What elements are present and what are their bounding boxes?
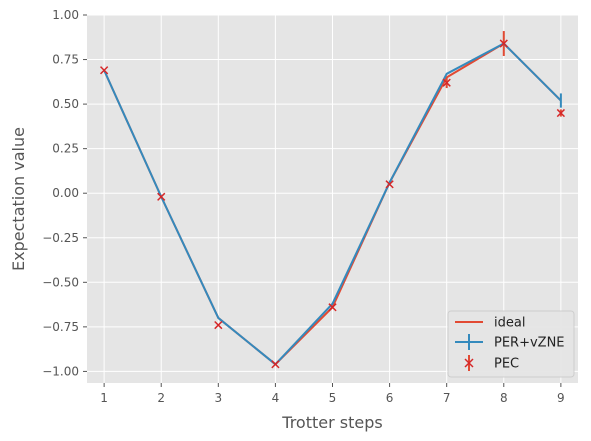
pec-marker — [99, 66, 109, 75]
y-tick-label: 0.75 — [52, 53, 79, 67]
legend-pec-marker — [464, 358, 474, 368]
x-tick-label: 9 — [557, 391, 565, 405]
legend-pec-label: PEC — [494, 357, 519, 372]
x-tick-label: 3 — [214, 391, 222, 405]
pec-marker — [157, 192, 166, 201]
x-tick-label: 1 — [100, 391, 108, 405]
pec-marker — [442, 78, 451, 87]
x-tick-label: 2 — [157, 391, 165, 405]
y-tick-label: 0.25 — [52, 142, 79, 156]
pec-marker — [271, 360, 280, 369]
y-tick-label: 0.00 — [52, 186, 79, 200]
legend-per-vzne-label: PER+vZNE — [494, 336, 565, 351]
legend: ideal PER+vZNE PEC — [447, 310, 575, 378]
per-vzne-line — [103, 42, 562, 366]
x-tick-label: 4 — [272, 391, 280, 405]
y-tick-label: 1.00 — [52, 8, 79, 22]
pec-marker — [214, 320, 223, 330]
legend-box — [447, 310, 575, 378]
y-axis-label: Expectation value — [9, 127, 28, 271]
pec-marker — [328, 303, 337, 312]
y-tick-label: 0.50 — [52, 97, 79, 111]
x-tick-label: 6 — [386, 391, 394, 405]
x-tick-label: 7 — [443, 391, 451, 405]
pec-marker — [385, 180, 394, 189]
y-tick-label: −0.50 — [42, 275, 79, 289]
x-tick-label: 5 — [329, 391, 337, 405]
x-axis-label: Trotter steps — [281, 413, 382, 432]
legend-ideal-label: ideal — [494, 316, 525, 331]
y-tick-label: −0.25 — [42, 231, 79, 245]
pec-marker — [556, 108, 566, 118]
y-tick-label: −0.75 — [42, 320, 79, 334]
ticks: 1 2 3 4 5 6 7 8 9 −1.00 −0.75 −0.50 −0.25 0.00 0.25 0.5… — [42, 8, 564, 405]
series-layer — [99, 31, 566, 369]
y-tick-label: −1.00 — [42, 364, 79, 378]
x-tick-label: 8 — [500, 391, 508, 405]
pec-marker — [499, 39, 508, 48]
